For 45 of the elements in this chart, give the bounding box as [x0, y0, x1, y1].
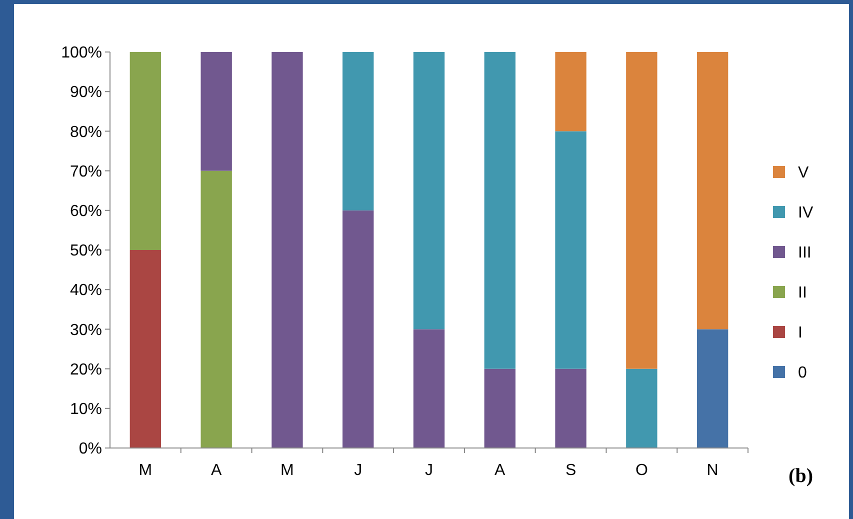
- x-tick-label: A: [210, 462, 222, 479]
- y-tick-label: 100%: [61, 44, 102, 62]
- y-tick-label: 80%: [70, 124, 102, 141]
- x-tick-label: O: [635, 462, 648, 479]
- bar: [413, 329, 445, 448]
- bar: [342, 52, 374, 210]
- x-tick-label: J: [425, 462, 433, 479]
- x-tick-label: M: [138, 462, 152, 479]
- x-tick-label: A: [494, 462, 506, 479]
- y-tick-label: 90%: [70, 84, 102, 102]
- x-tick-label: J: [354, 462, 362, 479]
- legend-label: I: [798, 324, 802, 342]
- bar: [130, 250, 162, 448]
- bar: [484, 368, 516, 448]
- y-tick-label: 30%: [70, 322, 102, 339]
- bar: [200, 52, 232, 171]
- bar: [413, 52, 445, 330]
- bar: [484, 52, 516, 369]
- legend-label: II: [798, 284, 807, 302]
- bar: [130, 52, 162, 250]
- y-tick-label: 60%: [70, 203, 102, 220]
- y-tick-label: 10%: [70, 401, 102, 418]
- legend-label: 0: [798, 364, 807, 382]
- bar: [342, 210, 374, 448]
- x-tick-label: N: [706, 462, 718, 479]
- legend-label: III: [798, 244, 812, 262]
- bar: [555, 368, 586, 448]
- bar: [555, 131, 586, 369]
- legend-label: V: [798, 164, 809, 182]
- bar: [272, 52, 303, 448]
- bar: [696, 329, 728, 448]
- y-tick-label: 0%: [78, 440, 102, 458]
- y-tick-label: 40%: [70, 282, 102, 300]
- y-tick-label: 20%: [70, 361, 102, 378]
- bar: [555, 52, 586, 132]
- y-tick-label: 50%: [70, 242, 102, 260]
- bar: [626, 368, 658, 448]
- text: (b): [788, 465, 813, 487]
- x-tick-label: S: [565, 462, 576, 479]
- bar: [696, 52, 728, 330]
- bar: [626, 52, 658, 369]
- legend-label: IV: [798, 204, 814, 222]
- x-tick-label: M: [280, 462, 294, 479]
- bar: [200, 170, 232, 448]
- y-tick-label: 70%: [70, 163, 102, 180]
